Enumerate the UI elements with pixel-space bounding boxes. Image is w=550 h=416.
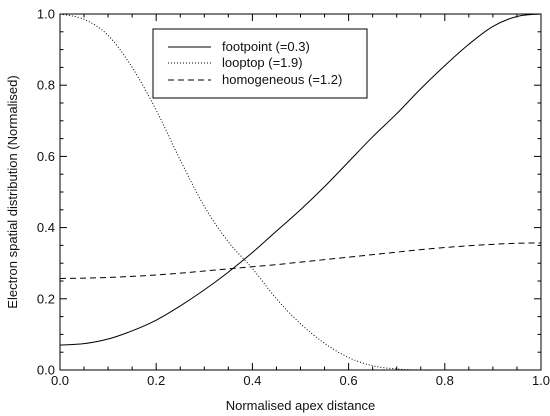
legend-label-looptop: looptop (=1.9) xyxy=(222,55,303,70)
y-axis-label: Electron spatial distribution (Normalise… xyxy=(5,75,20,308)
y-tick-label: 0.0 xyxy=(37,363,55,378)
series-line-footpoint xyxy=(59,13,542,346)
series-line-looptop xyxy=(59,13,541,371)
legend-label-footpoint: footpoint (=0.3) xyxy=(222,39,310,54)
x-tick-label: 0.0 xyxy=(51,373,69,388)
x-tick-label: 1.0 xyxy=(532,373,550,388)
series-lines xyxy=(59,13,542,371)
y-tick-label: 0.4 xyxy=(37,220,55,235)
y-tick-label: 0.6 xyxy=(37,149,55,164)
x-tick-label: 0.4 xyxy=(243,373,261,388)
series-line-homogeneous xyxy=(59,242,542,280)
y-tick-label: 1.0 xyxy=(37,7,55,22)
x-tick-label: 0.6 xyxy=(340,373,358,388)
legend-box xyxy=(152,28,368,99)
y-tick-label: 0.8 xyxy=(37,78,55,93)
legend: footpoint (=0.3) looptop (=1.9) homogene… xyxy=(152,28,368,99)
y-tick-label: 0.2 xyxy=(37,291,55,306)
axis-ticks xyxy=(59,13,542,371)
tick-labels: 0.0 0.2 0.4 0.6 0.8 1.0 0.0 0.2 0.4 0.6 0.8 1.0 xyxy=(37,7,550,389)
x-axis-label: Normalised apex distance xyxy=(226,398,376,413)
x-tick-label: 0.2 xyxy=(147,373,165,388)
legend-label-homogeneous: homogeneous (=1.2) xyxy=(222,72,342,87)
x-tick-label: 0.8 xyxy=(436,373,454,388)
